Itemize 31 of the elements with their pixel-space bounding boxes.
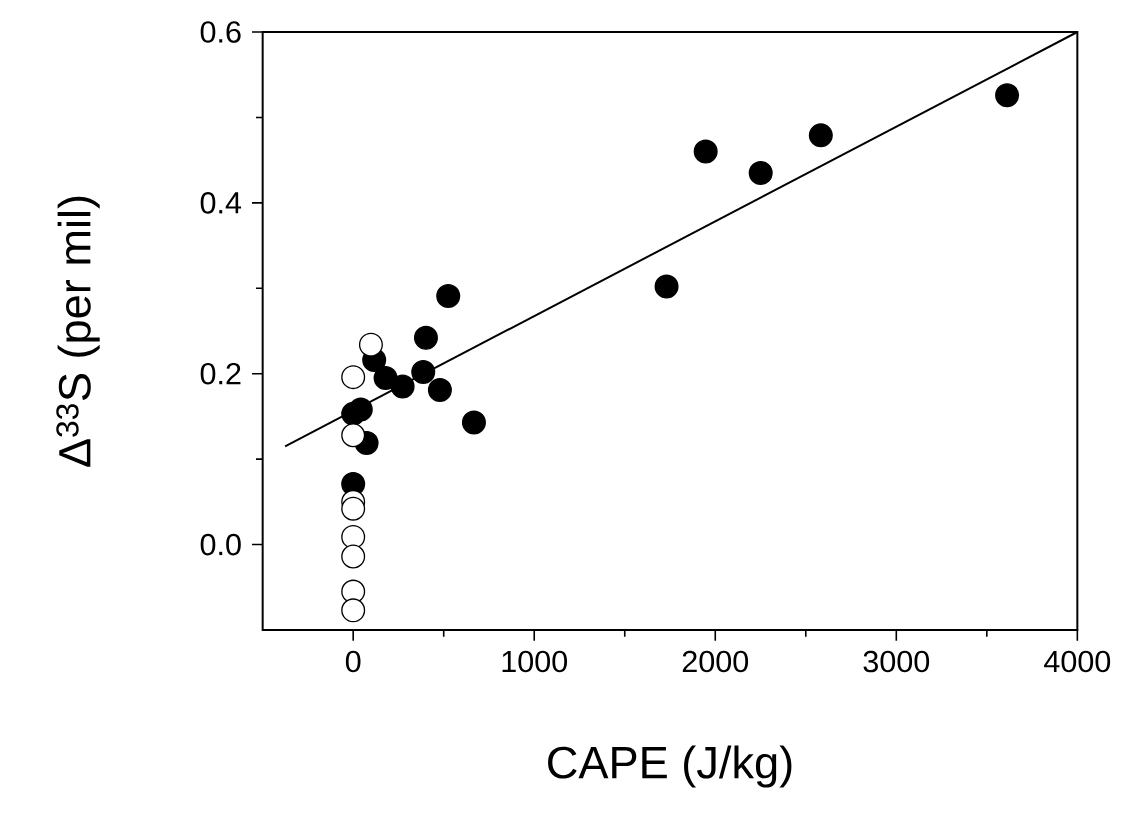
point xyxy=(341,401,366,426)
point xyxy=(358,332,383,357)
point xyxy=(341,524,366,549)
point xyxy=(654,274,679,299)
point xyxy=(341,598,366,623)
y-tick-label: 0.6 xyxy=(200,21,241,43)
y-tick-label: 0.0 xyxy=(200,533,241,556)
point xyxy=(390,374,415,399)
point xyxy=(341,365,366,390)
point xyxy=(427,377,452,402)
y-axis-title: Δ$^{33}$S (per mil) xyxy=(56,196,100,467)
point xyxy=(341,423,366,448)
y-tick-label: 0.2 xyxy=(200,362,241,385)
point xyxy=(341,496,366,521)
point xyxy=(693,139,718,164)
point xyxy=(748,160,773,185)
x-tick-label: 4000 xyxy=(1044,650,1111,673)
point xyxy=(436,283,461,308)
x-tick-label: 2000 xyxy=(682,650,749,673)
point xyxy=(461,410,486,435)
point xyxy=(341,544,366,569)
point xyxy=(411,360,436,385)
x-axis-title: CAPE (J/kg) xyxy=(548,745,792,788)
x-tick-label: 1000 xyxy=(502,650,568,673)
point xyxy=(808,123,833,148)
point xyxy=(373,365,398,390)
point xyxy=(413,325,438,350)
x-tick-label: 3000 xyxy=(863,650,930,673)
point xyxy=(995,83,1020,108)
x-tick-label: 0 xyxy=(345,650,361,673)
y-tick-label: 0.4 xyxy=(200,192,242,214)
